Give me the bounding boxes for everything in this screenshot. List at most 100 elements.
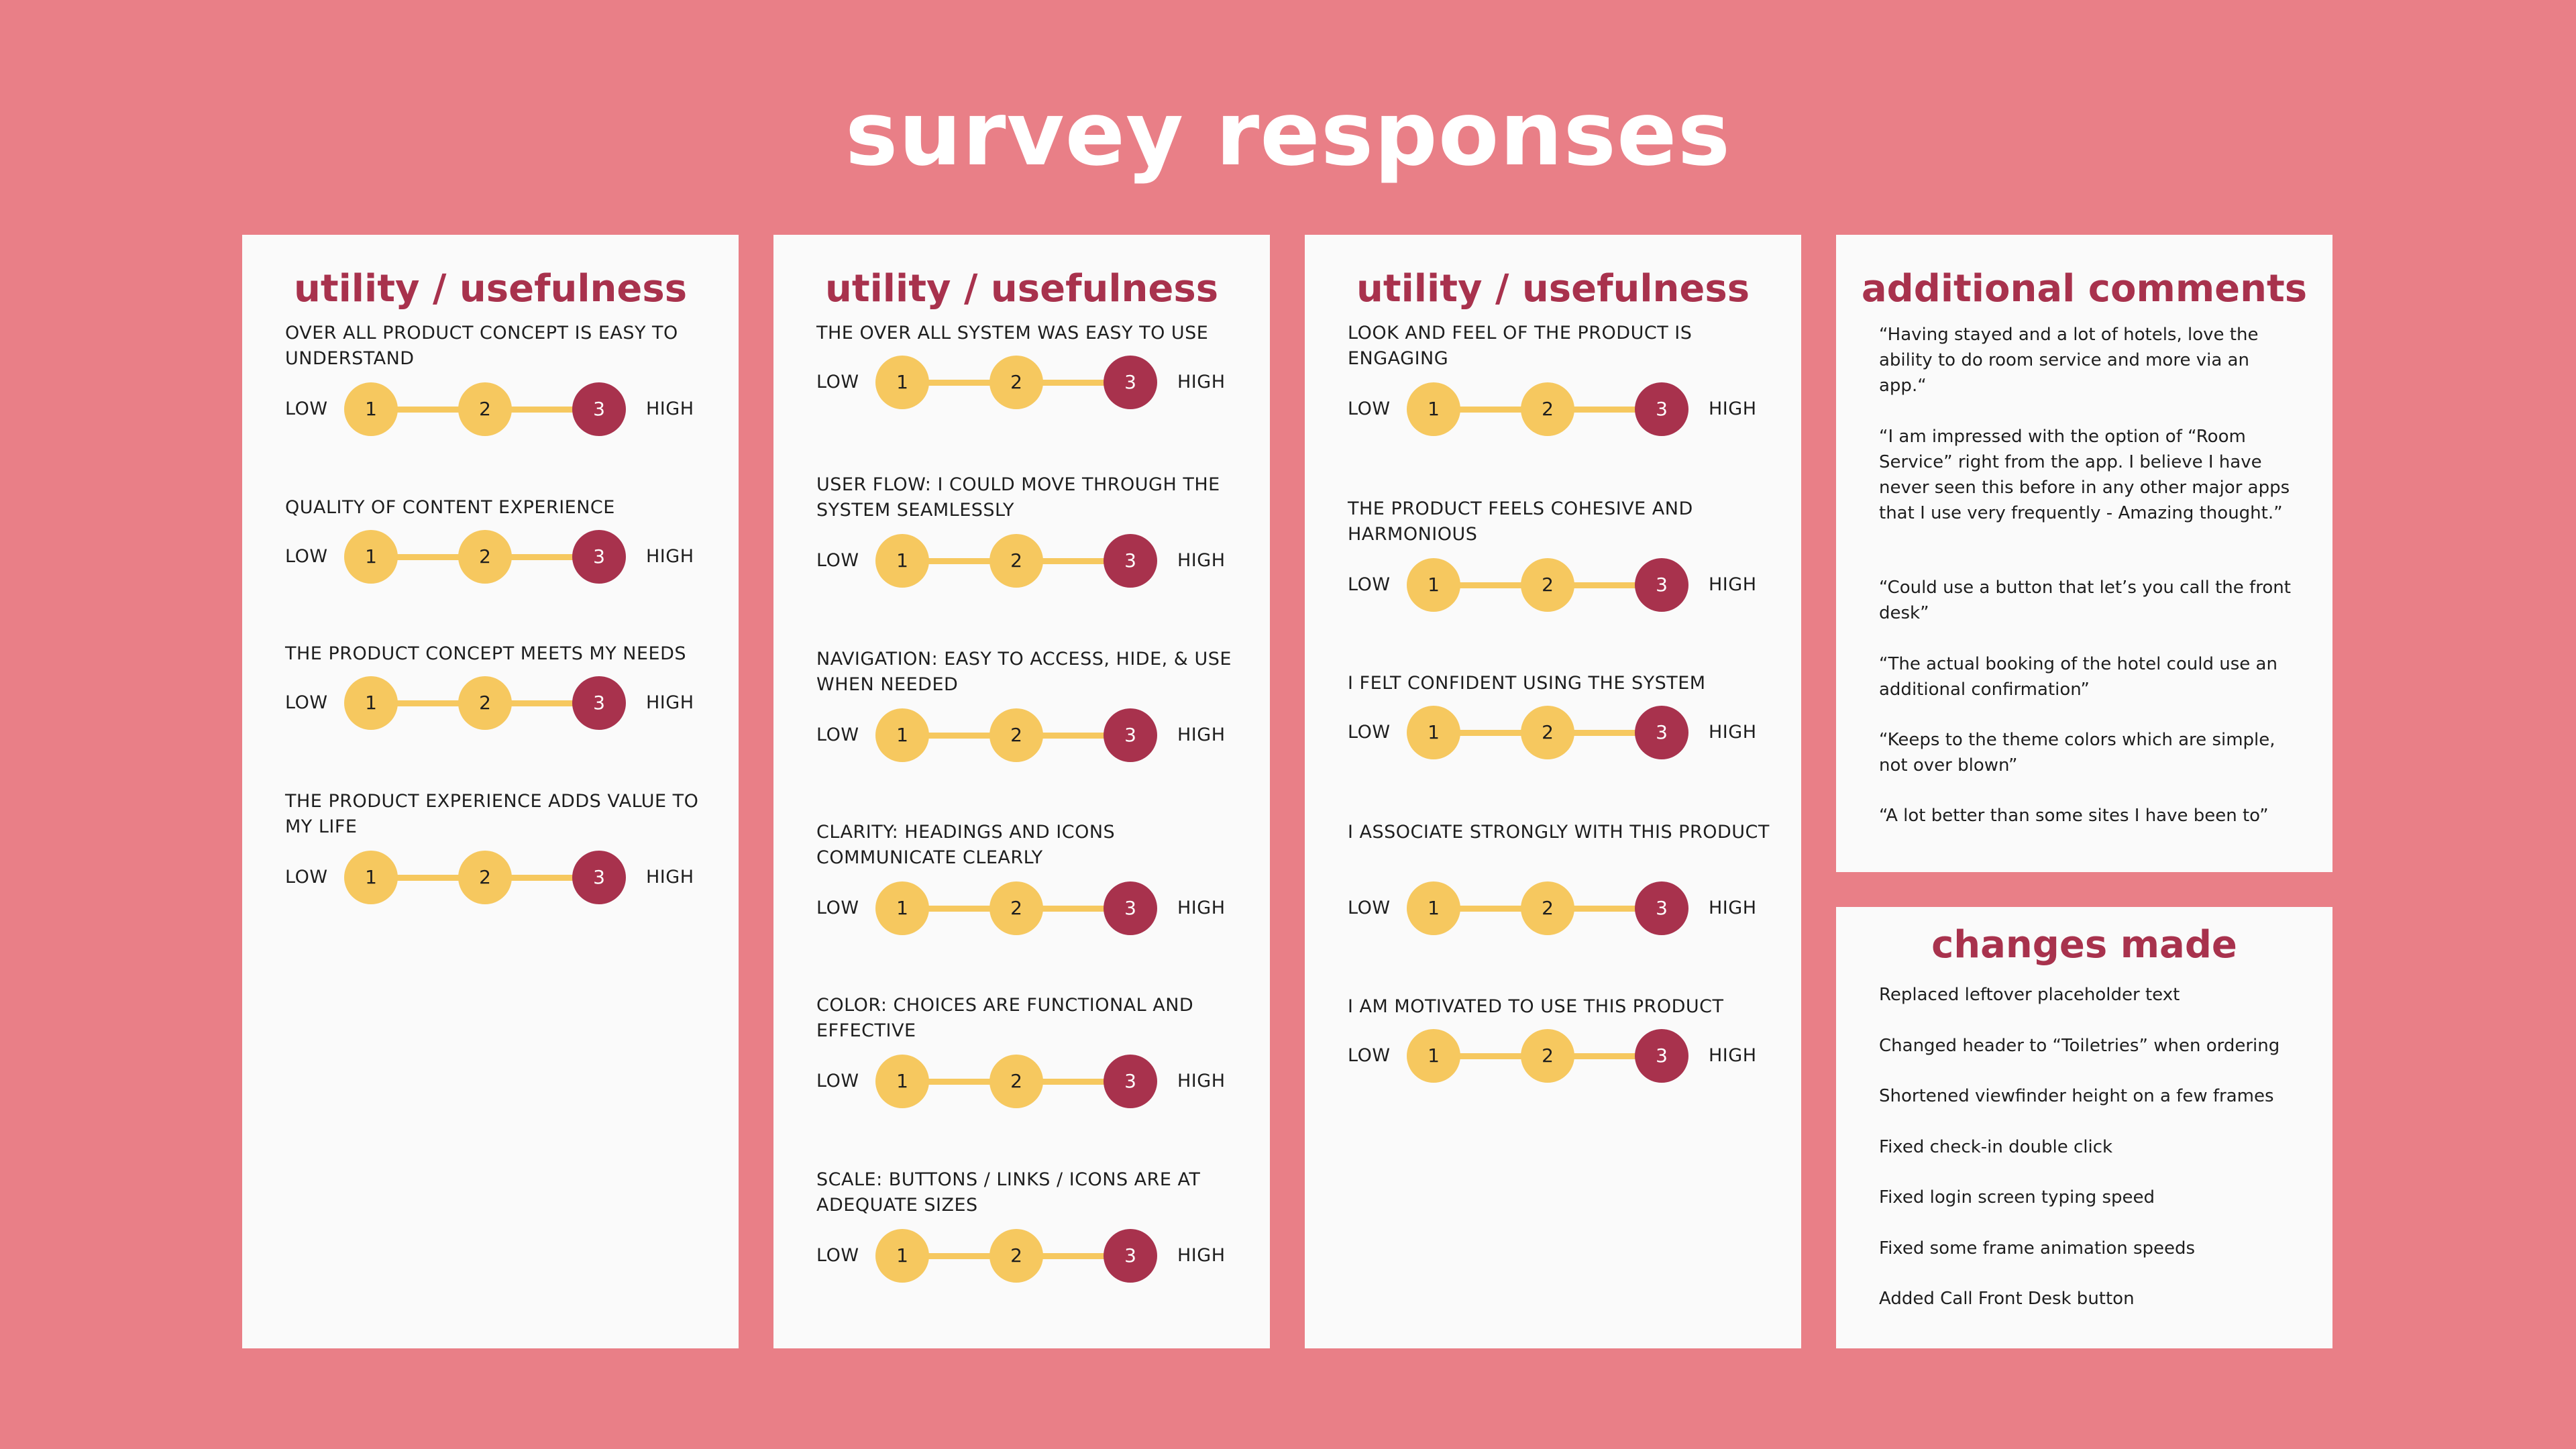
rating-scale: LOW 1 2 3 HIGH: [816, 534, 1246, 588]
scale-low-label: LOW: [285, 867, 328, 888]
question-text: SCALE: BUTTONS / LINKS / ICONS ARE AT AD…: [816, 1169, 1201, 1216]
rating-option-1: 1: [1407, 382, 1460, 436]
rating-option-1: 1: [875, 534, 929, 588]
rating-option-1: 1: [1407, 881, 1460, 935]
rating-option-2: 2: [989, 708, 1043, 762]
scale-high-label: HIGH: [1177, 372, 1226, 392]
rating-option-3-selected: 3: [1104, 534, 1157, 588]
rating-scale: LOW 1 2 3 HIGH: [285, 676, 714, 730]
rating-option-3-selected: 3: [1635, 881, 1688, 935]
rating-option-1: 1: [344, 382, 398, 436]
card-title: additional comments: [1861, 267, 2308, 311]
scale-high-label: HIGH: [1709, 1045, 1757, 1066]
rating-scale: LOW 1 2 3 HIGH: [816, 708, 1246, 762]
change-item: Fixed login screen typing speed: [1879, 1187, 2155, 1208]
rating-option-1: 1: [1407, 1029, 1460, 1083]
rating-option-1: 1: [344, 851, 398, 904]
question-text: COLOR: CHOICES ARE FUNCTIONAL AND EFFECT…: [816, 995, 1194, 1041]
scale-high-label: HIGH: [1709, 722, 1757, 743]
comment-item: “The actual booking of the hotel could u…: [1879, 654, 2277, 700]
scale-low-label: LOW: [1348, 574, 1391, 595]
survey-question: LOOK AND FEEL OF THE PRODUCT IS ENGAGING…: [1348, 321, 1774, 436]
rating-option-1: 1: [344, 530, 398, 584]
card-title: utility / usefulness: [1356, 267, 1750, 311]
rating-option-1: 1: [875, 356, 929, 409]
rating-option-2: 2: [989, 1229, 1043, 1283]
scale-high-label: HIGH: [1709, 398, 1757, 419]
rating-option-3-selected: 3: [1104, 356, 1157, 409]
change-item: Changed header to “Toiletries” when orde…: [1879, 1036, 2280, 1056]
rating-option-2: 2: [989, 881, 1043, 935]
scale-low-label: LOW: [816, 1071, 859, 1091]
comment-item: “I am impressed with the option of “Room…: [1879, 427, 2290, 523]
rating-option-1: 1: [1407, 558, 1460, 612]
rating-option-3-selected: 3: [1635, 706, 1688, 759]
rating-option-2: 2: [989, 1055, 1043, 1108]
question-text: NAVIGATION: EASY TO ACCESS, HIDE, & USE …: [816, 649, 1232, 695]
scale-high-label: HIGH: [1177, 1071, 1226, 1091]
survey-question: USER FLOW: I COULD MOVE THROUGH THE SYST…: [816, 472, 1243, 588]
page-title: survey responses: [845, 83, 1731, 186]
rating-option-2: 2: [1521, 881, 1574, 935]
rating-scale: LOW 1 2 3 HIGH: [285, 382, 714, 436]
scale-low-label: LOW: [1348, 898, 1391, 918]
change-item: Replaced leftover placeholder text: [1879, 985, 2180, 1005]
scale-high-label: HIGH: [1177, 1245, 1226, 1266]
card-title: utility / usefulness: [293, 267, 688, 311]
scale-low-label: LOW: [816, 898, 859, 918]
survey-question: COLOR: CHOICES ARE FUNCTIONAL AND EFFECT…: [816, 993, 1243, 1108]
survey-question: I ASSOCIATE STRONGLY WITH THIS PRODUCT LO…: [1348, 820, 1774, 935]
comment-item: “Keeps to the theme colors which are sim…: [1879, 730, 2275, 775]
scale-low-label: LOW: [816, 724, 859, 745]
rating-option-3-selected: 3: [1104, 708, 1157, 762]
scale-low-label: LOW: [816, 1245, 859, 1266]
rating-option-3-selected: 3: [1635, 1029, 1688, 1083]
question-text: I AM MOTIVATED TO USE THIS PRODUCT: [1348, 996, 1724, 1017]
question-text: THE OVER ALL SYSTEM WAS EASY TO USE: [816, 323, 1209, 343]
scale-low-label: LOW: [1348, 398, 1391, 419]
rating-option-3-selected: 3: [1635, 558, 1688, 612]
scale-low-label: LOW: [816, 372, 859, 392]
rating-option-3-selected: 3: [572, 851, 626, 904]
change-item: Fixed check-in double click: [1879, 1137, 2113, 1157]
card-title: utility / usefulness: [824, 267, 1219, 311]
scale-high-label: HIGH: [646, 546, 694, 567]
rating-option-3-selected: 3: [572, 382, 626, 436]
rating-option-2: 2: [1521, 706, 1574, 759]
change-item: Shortened viewfinder height on a few fra…: [1879, 1086, 2274, 1106]
additional-comments-card: additional comments “Having stayed and a…: [1836, 235, 2332, 872]
comment-item: “A lot better than some sites I have bee…: [1879, 806, 2269, 826]
question-text: OVER ALL PRODUCT CONCEPT IS EASY TO UNDE…: [285, 323, 678, 369]
rating-scale: LOW 1 2 3 HIGH: [285, 530, 714, 584]
rating-option-3-selected: 3: [1104, 1229, 1157, 1283]
change-item: Added Call Front Desk button: [1879, 1289, 2135, 1309]
scale-high-label: HIGH: [646, 692, 694, 713]
scale-low-label: LOW: [285, 692, 328, 713]
scale-low-label: LOW: [816, 550, 859, 571]
survey-question: I FELT CONFIDENT USING THE SYSTEM LOW 1 2 3 H…: [1348, 671, 1774, 759]
survey-question: THE PRODUCT CONCEPT MEETS MY NEEDS LOW 1 2 3…: [285, 641, 712, 730]
card-title: changes made: [1931, 923, 2237, 967]
survey-card-1: utility / usefulness OVER ALL PRODUCT CO…: [242, 235, 739, 1348]
rating-option-2: 2: [1521, 382, 1574, 436]
scale-low-label: LOW: [1348, 722, 1391, 743]
question-text: THE PRODUCT CONCEPT MEETS MY NEEDS: [285, 643, 687, 664]
scale-low-label: LOW: [285, 546, 328, 567]
question-text: USER FLOW: I COULD MOVE THROUGH THE SYST…: [816, 474, 1220, 521]
scale-high-label: HIGH: [1709, 898, 1757, 918]
rating-option-1: 1: [875, 708, 929, 762]
rating-option-2: 2: [458, 851, 512, 904]
question-text: CLARITY: HEADINGS AND ICONS COMMUNICATE …: [816, 822, 1116, 868]
scale-high-label: HIGH: [1177, 550, 1226, 571]
rating-option-2: 2: [1521, 558, 1574, 612]
rating-option-3-selected: 3: [572, 676, 626, 730]
rating-option-3-selected: 3: [572, 530, 626, 584]
rating-option-1: 1: [344, 676, 398, 730]
question-text: THE PRODUCT EXPERIENCE ADDS VALUE TO MY …: [285, 791, 699, 837]
rating-scale: LOW 1 2 3 HIGH: [1348, 881, 1777, 935]
scale-high-label: HIGH: [1177, 724, 1226, 745]
rating-option-1: 1: [875, 1055, 929, 1108]
survey-question: THE OVER ALL SYSTEM WAS EASY TO USE LOW 1 2…: [816, 321, 1243, 409]
question-text: LOOK AND FEEL OF THE PRODUCT IS ENGAGING: [1348, 323, 1693, 369]
rating-option-2: 2: [989, 534, 1043, 588]
